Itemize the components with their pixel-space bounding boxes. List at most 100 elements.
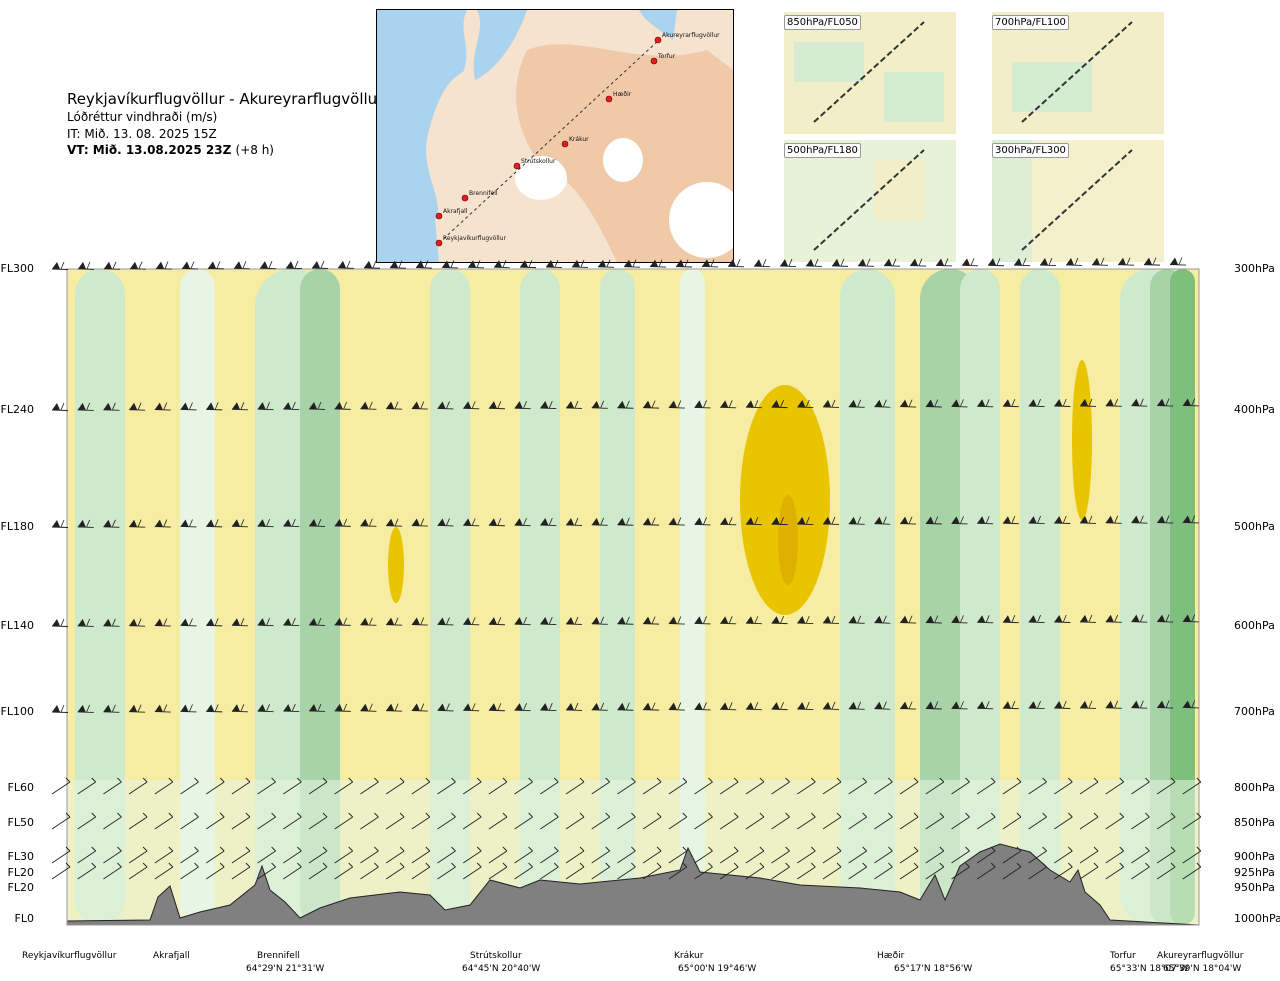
- wind-barb: [231, 846, 251, 864]
- map-point: [605, 95, 613, 103]
- wind-barb: [771, 615, 788, 625]
- wind-barb: [951, 777, 970, 795]
- wind-barb: [463, 617, 480, 626]
- wind-barb: [874, 399, 891, 408]
- wind-barb: [617, 862, 636, 880]
- panel-850: 850hPa/FL050: [784, 12, 956, 134]
- wind-barb: [668, 862, 688, 880]
- wind-barb: [925, 516, 942, 525]
- wind-barb: [1157, 515, 1174, 524]
- wind-barb: [951, 846, 970, 864]
- wind-barb: [1039, 257, 1057, 266]
- wind-barb: [385, 846, 405, 864]
- updraft-band: [960, 269, 1000, 925]
- updraft-band: [1020, 269, 1060, 925]
- wind-barb: [771, 777, 790, 795]
- wind-barb: [77, 402, 94, 411]
- wind-barb: [909, 258, 927, 267]
- wind-barb: [822, 777, 842, 795]
- wind-barb: [617, 702, 634, 711]
- wind-barb: [668, 812, 688, 830]
- wind-barb: [831, 258, 849, 267]
- wind-barb: [385, 862, 405, 880]
- wind-barb: [257, 618, 274, 627]
- wind-barb: [206, 519, 223, 528]
- wind-barb: [231, 519, 248, 528]
- wind-barb: [771, 812, 790, 830]
- wind-barb: [925, 701, 942, 710]
- wind-barb: [103, 704, 120, 713]
- wind-barb: [1105, 614, 1122, 623]
- wind-barb: [334, 703, 351, 712]
- hpa-tick-label: 850hPa: [1234, 816, 1275, 829]
- wind-barb: [488, 846, 508, 864]
- wind-barb: [154, 704, 171, 713]
- wind-barb: [925, 862, 945, 880]
- wind-barb: [77, 519, 94, 528]
- panel-850-graphic: [784, 12, 956, 134]
- hpa-tick-label: 800hPa: [1234, 781, 1275, 794]
- wind-barb: [745, 517, 762, 526]
- wind-barb: [1002, 812, 1022, 830]
- wind-barb: [643, 400, 660, 409]
- wind-barb: [411, 617, 428, 626]
- wind-barb: [1169, 257, 1187, 266]
- wind-barb: [103, 846, 122, 864]
- wind-barb: [591, 517, 608, 526]
- wind-barb: [519, 259, 537, 269]
- wind-barb: [1105, 398, 1122, 407]
- wind-barb: [51, 618, 69, 627]
- wind-barb: [308, 862, 328, 880]
- wind-barb: [463, 703, 480, 712]
- wind-barb: [719, 862, 739, 880]
- wind-barb: [283, 777, 302, 795]
- wind-barb: [720, 517, 737, 526]
- fl-tick-label: FL60: [7, 781, 34, 794]
- wind-barb: [925, 777, 945, 795]
- wind-barb: [181, 261, 199, 270]
- wind-barb: [797, 862, 816, 880]
- wind-barb: [437, 617, 454, 626]
- wind-barb: [565, 812, 585, 830]
- wind-barb: [488, 812, 508, 830]
- wind-barb: [283, 518, 300, 528]
- wind-barb: [977, 615, 994, 624]
- waypoint-coordinate: 65°00'N 19°46'W: [678, 964, 757, 974]
- wind-barb: [463, 401, 480, 410]
- wind-barb: [874, 812, 893, 830]
- wind-barb: [386, 703, 403, 712]
- wind-barb: [797, 812, 816, 830]
- wind-barb: [668, 702, 685, 711]
- panel-500-graphic: [784, 140, 956, 262]
- panel-label-500: 500hPa/FL180: [784, 143, 861, 158]
- wind-barb: [668, 777, 688, 795]
- wind-barb: [642, 846, 662, 864]
- wind-barb: [617, 616, 634, 625]
- wind-barb: [1028, 812, 1047, 830]
- wind-barb: [103, 519, 120, 528]
- wind-barb: [129, 261, 147, 270]
- wind-barb: [1091, 257, 1109, 266]
- wind-barb: [745, 777, 765, 795]
- downdraft-core: [1072, 360, 1092, 520]
- updraft-band: [840, 269, 895, 925]
- waypoint-label: Strútskollur: [470, 951, 522, 961]
- updraft-band: [180, 269, 215, 925]
- waypoint-label: Torfur: [1110, 951, 1136, 961]
- wind-barb: [925, 399, 942, 408]
- wind-barb: [1079, 846, 1099, 864]
- wind-barb: [1157, 700, 1174, 709]
- wind-barb: [386, 401, 403, 410]
- wind-barb: [797, 701, 814, 710]
- wind-barb: [205, 862, 225, 880]
- wind-barb: [205, 777, 225, 795]
- wind-barb: [874, 516, 891, 525]
- valid-time-value: VT: Mið. 13.08.2025 23Z: [67, 143, 232, 157]
- wind-barb: [1054, 700, 1071, 709]
- wind-barb: [719, 812, 739, 830]
- wind-barb: [308, 518, 326, 527]
- map-point: [561, 140, 569, 148]
- wind-barb: [77, 618, 94, 627]
- wind-barb: [694, 812, 713, 830]
- map-point-label: Hæðir: [613, 91, 632, 98]
